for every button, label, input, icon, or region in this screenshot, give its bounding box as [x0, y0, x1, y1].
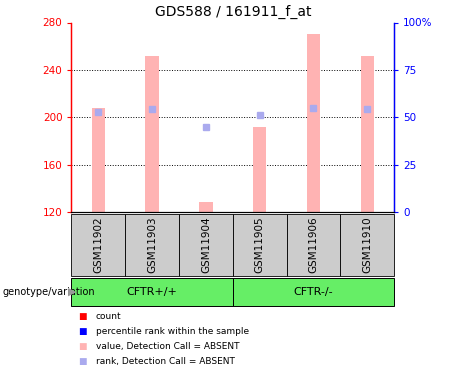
- Text: ■: ■: [78, 357, 87, 366]
- Bar: [179, 214, 233, 276]
- Bar: [287, 214, 340, 276]
- Bar: [253, 127, 266, 212]
- Text: GSM11906: GSM11906: [308, 217, 319, 273]
- Text: ■: ■: [78, 327, 87, 336]
- Bar: [71, 214, 125, 276]
- Bar: [199, 202, 213, 212]
- Bar: [233, 214, 287, 276]
- Bar: [125, 214, 179, 276]
- Bar: [340, 214, 394, 276]
- Bar: [361, 56, 374, 212]
- Text: ■: ■: [78, 342, 87, 351]
- Text: GSM11910: GSM11910: [362, 217, 372, 273]
- Text: GSM11903: GSM11903: [147, 217, 157, 273]
- Text: count: count: [96, 312, 122, 321]
- Title: GDS588 / 161911_f_at: GDS588 / 161911_f_at: [154, 4, 311, 19]
- Bar: [71, 278, 233, 306]
- Text: GSM11902: GSM11902: [93, 217, 103, 273]
- Text: genotype/variation: genotype/variation: [2, 287, 95, 297]
- Text: CFTR-/-: CFTR-/-: [294, 286, 333, 297]
- Bar: [92, 108, 105, 212]
- Text: percentile rank within the sample: percentile rank within the sample: [96, 327, 249, 336]
- Text: CFTR+/+: CFTR+/+: [127, 286, 177, 297]
- Bar: [307, 34, 320, 212]
- Bar: [145, 56, 159, 212]
- Text: GSM11905: GSM11905: [254, 217, 265, 273]
- Bar: [233, 278, 394, 306]
- Text: rank, Detection Call = ABSENT: rank, Detection Call = ABSENT: [96, 357, 235, 366]
- Text: ▶: ▶: [68, 287, 77, 297]
- Text: value, Detection Call = ABSENT: value, Detection Call = ABSENT: [96, 342, 239, 351]
- Text: ■: ■: [78, 312, 87, 321]
- Text: GSM11904: GSM11904: [201, 217, 211, 273]
